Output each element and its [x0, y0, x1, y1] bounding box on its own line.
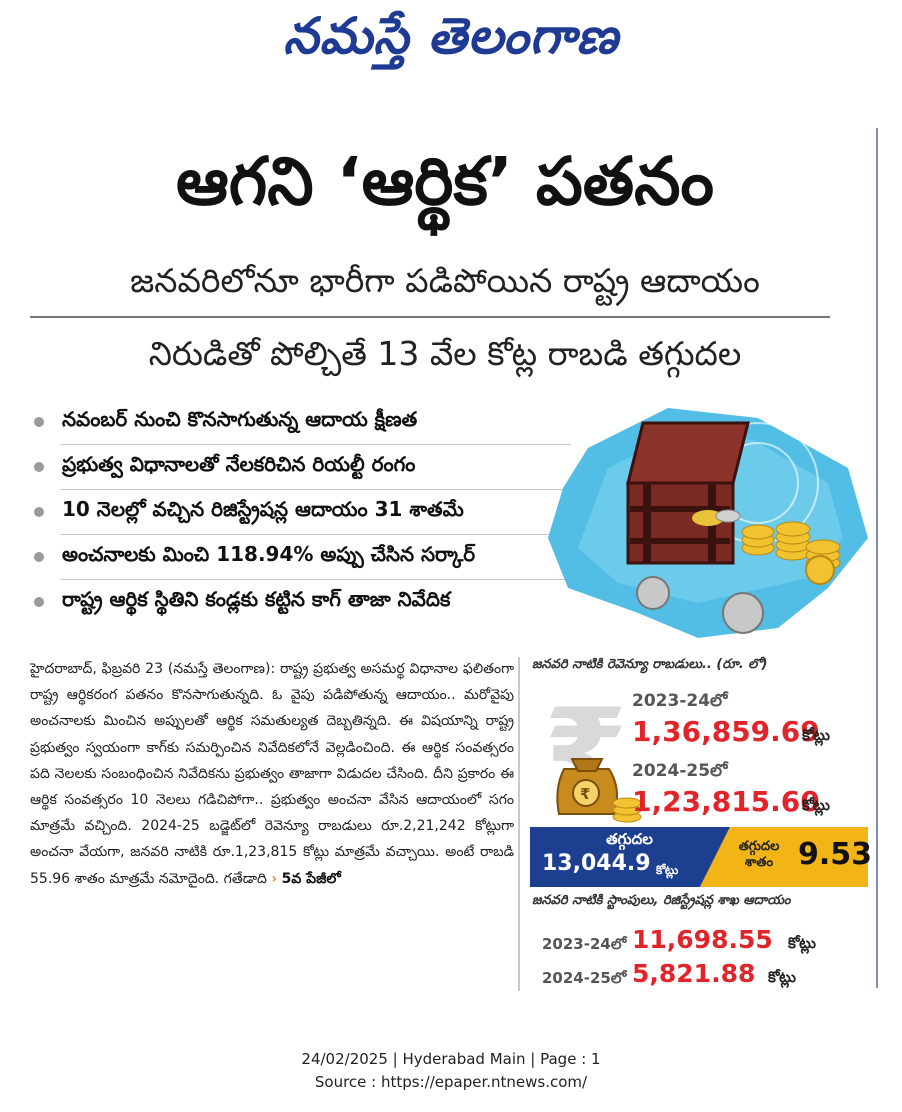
subheadline-1: జనవరిలోనూ భారీగా పడిపోయిన రాష్ట్ర ఆదాయం [130, 261, 760, 300]
bullet-list: నవంబర్ నుంచి కొనసాగుతున్న ఆదాయ క్షీణత ప్… [30, 400, 570, 624]
revenue-amount: 1,36,859.69 [632, 715, 820, 748]
bullet-dot-icon [34, 461, 44, 472]
bullet-text: రాష్ట్ర ఆర్థిక స్థితిని కండ్లకు కట్టిన క… [62, 587, 451, 611]
revenue-amount: 1,23,815.60 [632, 785, 820, 818]
rupee-bag-icon: ₹ ₹ [544, 689, 642, 823]
article-body: హైదరాబాద్, ఫిబ్రవరి 23 (నమస్తే తెలంగాణ):… [30, 656, 514, 892]
divider [60, 534, 570, 535]
drop-unit: కోట్లు [656, 863, 679, 877]
divider [60, 489, 570, 490]
revenue-infobox: జనవరి నాటికి రెవెన్యూ రాబడులు.. (రూ. లో)… [518, 657, 872, 991]
bullet-item: నవంబర్ నుంచి కొనసాగుతున్న ఆదాయ క్షీణత [30, 400, 570, 443]
bullet-item: ప్రభుత్వ విధానాలతో నేలకరిచిన రియల్టీ రంగ… [30, 445, 570, 488]
bullet-text: 10 నెలల్లో వచ్చిన రిజిస్ట్రేషన్ల ఆదాయం 3… [62, 497, 464, 521]
frame-divider [876, 128, 878, 988]
subheadline-2: నిరుడితో పోల్చితే 13 వేల కోట్ల రాబడి తగ్… [148, 334, 742, 373]
percent-label-line-2: శాతం [744, 855, 774, 870]
year-label: 2023-24లో [542, 935, 627, 953]
year-label: 2023-24లో [632, 691, 728, 711]
bullet-dot-icon [34, 506, 44, 517]
unit-label: కోట్లు [802, 726, 830, 744]
percent-label: తగ్గుదల శాతం [728, 839, 790, 871]
bullet-text: అంచనాలకు మించి 118.94% అప్పు చేసిన సర్కా… [62, 542, 476, 566]
drop-label: తగ్గుదల [606, 830, 653, 848]
year-label: 2024-25లో [542, 969, 627, 987]
bullet-dot-icon [34, 551, 44, 562]
drop-band-background [530, 827, 868, 887]
continued-arrow-icon: › [271, 870, 278, 887]
unit-label: కోట్లు [788, 934, 816, 952]
bullet-dot-icon [34, 416, 44, 427]
continued-reference: 5వ పేజీలో [281, 870, 341, 887]
bullet-text: నవంబర్ నుంచి కొనసాగుతున్న ఆదాయ క్షీణత [62, 407, 418, 431]
footer-source: Source : https://epaper.ntnews.com/ [314, 1073, 588, 1091]
svg-text:₹: ₹ [580, 785, 590, 803]
stamps-amount: 11,698.55 [632, 925, 773, 954]
stamps-amount: 5,821.88 [632, 959, 756, 988]
masthead-logo: నమస్తే తెలంగాణ [283, 6, 619, 65]
percent-label-line-1: తగ్గుదల [738, 839, 780, 854]
footer-date-edition: 24/02/2025 | Hyderabad Main | Page : 1 [301, 1050, 601, 1068]
treasure-chest-illustration [548, 408, 868, 638]
headline-rule [30, 316, 830, 318]
year-label: 2024-25లో [632, 761, 728, 781]
divider [60, 444, 570, 445]
bullet-item: అంచనాలకు మించి 118.94% అప్పు చేసిన సర్కా… [30, 535, 570, 578]
stamps-title: జనవరి నాటికి స్టాంపులు, రిజిస్ట్రేషన్ల శ… [532, 893, 791, 908]
drop-summary-band: తగ్గుదల 13,044.9 కోట్లు తగ్గుదల శాతం 9.5… [530, 827, 872, 887]
bullet-dot-icon [34, 596, 44, 607]
article-text: హైదరాబాద్, ఫిబ్రవరి 23 (నమస్తే తెలంగాణ):… [30, 661, 514, 887]
unit-label: కోట్లు [768, 968, 796, 986]
headline: ఆగని ‘ఆర్థిక’ పతనం [176, 143, 714, 220]
bullet-text: ప్రభుత్వ విధానాలతో నేలకరిచిన రియల్టీ రంగ… [62, 452, 416, 476]
percent-value: 9.53 [798, 837, 873, 872]
divider [60, 579, 570, 580]
infobox-title: జనవరి నాటికి రెవెన్యూ రాబడులు.. (రూ. లో) [532, 657, 768, 672]
unit-label: కోట్లు [802, 796, 830, 814]
bullet-item: రాష్ట్ర ఆర్థిక స్థితిని కండ్లకు కట్టిన క… [30, 580, 570, 623]
bullet-item: 10 నెలల్లో వచ్చిన రిజిస్ట్రేషన్ల ఆదాయం 3… [30, 490, 570, 533]
drop-value: 13,044.9 [542, 851, 651, 876]
